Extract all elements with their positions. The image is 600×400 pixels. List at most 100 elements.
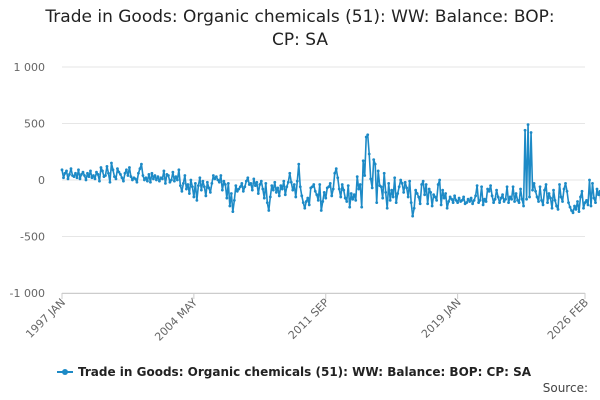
data-point bbox=[532, 181, 536, 185]
data-point bbox=[409, 201, 413, 205]
data-point bbox=[205, 180, 209, 184]
data-point bbox=[333, 171, 337, 175]
data-point bbox=[204, 194, 208, 198]
data-point bbox=[68, 172, 71, 176]
data-point bbox=[492, 201, 495, 205]
x-tick-label: 2004 MAY bbox=[152, 296, 200, 344]
data-point bbox=[508, 195, 512, 199]
gridlines bbox=[62, 66, 585, 294]
data-point bbox=[531, 188, 534, 192]
data-point bbox=[170, 178, 173, 182]
data-point bbox=[189, 178, 193, 182]
data-point bbox=[387, 181, 391, 185]
data-point bbox=[507, 201, 510, 205]
data-point bbox=[219, 174, 223, 177]
data-point bbox=[167, 174, 170, 177]
data-point bbox=[391, 195, 395, 199]
data-point bbox=[285, 185, 289, 189]
data-point bbox=[543, 188, 546, 192]
data-point bbox=[322, 191, 326, 194]
data-point bbox=[540, 198, 543, 202]
data-point bbox=[336, 176, 340, 180]
data-point bbox=[586, 203, 590, 207]
data-point bbox=[562, 187, 566, 191]
data-point bbox=[376, 169, 380, 173]
data-point bbox=[351, 197, 355, 201]
data-point bbox=[192, 195, 196, 199]
data-point bbox=[417, 195, 421, 199]
data-point bbox=[256, 192, 260, 195]
data-point bbox=[441, 188, 445, 192]
data-point bbox=[306, 196, 310, 200]
data-point bbox=[390, 188, 394, 192]
data-point bbox=[367, 152, 371, 156]
data-point bbox=[397, 185, 401, 189]
data-point bbox=[421, 179, 425, 183]
data-point bbox=[355, 175, 359, 179]
data-point bbox=[271, 188, 275, 192]
data-point bbox=[504, 197, 507, 201]
data-point bbox=[286, 180, 290, 184]
data-point bbox=[541, 203, 545, 207]
data-point bbox=[241, 189, 245, 193]
data-point bbox=[288, 171, 292, 175]
data-point bbox=[345, 200, 349, 203]
data-point bbox=[172, 179, 176, 183]
y-tick-label: -500 bbox=[20, 231, 45, 244]
data-point bbox=[561, 200, 564, 203]
data-point bbox=[161, 177, 164, 181]
data-point bbox=[430, 204, 434, 208]
data-point bbox=[337, 187, 341, 191]
data-point bbox=[412, 206, 416, 210]
data-point bbox=[195, 198, 199, 202]
data-point bbox=[517, 201, 521, 205]
data-point bbox=[87, 175, 91, 179]
data-point bbox=[480, 185, 483, 189]
data-point bbox=[550, 206, 554, 210]
data-point bbox=[234, 184, 238, 188]
data-point bbox=[223, 183, 227, 186]
data-point bbox=[460, 198, 464, 202]
data-point bbox=[222, 179, 226, 183]
data-point bbox=[303, 206, 307, 210]
data-point bbox=[252, 177, 256, 181]
data-point bbox=[137, 171, 140, 175]
data-point bbox=[75, 176, 79, 180]
legend[interactable]: Trade in Goods: Organic chemicals (51): … bbox=[57, 365, 531, 379]
data-point bbox=[538, 185, 542, 189]
data-point bbox=[439, 203, 443, 207]
data-point bbox=[140, 162, 143, 166]
chart-title-line-1: Trade in Goods: Organic chemicals (51): … bbox=[45, 7, 555, 27]
data-point bbox=[238, 185, 242, 189]
data-point bbox=[324, 196, 328, 200]
data-point bbox=[516, 198, 519, 202]
data-point bbox=[411, 214, 415, 218]
data-point bbox=[513, 200, 516, 203]
data-point bbox=[289, 180, 293, 184]
data-point bbox=[369, 177, 373, 181]
data-point bbox=[466, 197, 470, 201]
data-point bbox=[116, 167, 119, 171]
data-point bbox=[295, 179, 299, 183]
data-point bbox=[262, 196, 266, 200]
data-point bbox=[552, 188, 555, 192]
data-point bbox=[573, 204, 576, 208]
data-point bbox=[193, 181, 197, 185]
data-point bbox=[279, 184, 283, 188]
data-point bbox=[558, 183, 561, 186]
data-point bbox=[301, 201, 305, 205]
data-point bbox=[246, 176, 250, 180]
data-point bbox=[436, 183, 440, 186]
series-line bbox=[61, 123, 600, 217]
data-point bbox=[84, 178, 88, 182]
data-point bbox=[72, 175, 76, 179]
data-point bbox=[565, 189, 569, 193]
data-point bbox=[580, 189, 584, 193]
data-point bbox=[331, 187, 335, 191]
data-point bbox=[453, 194, 457, 198]
data-point bbox=[579, 195, 582, 199]
data-point bbox=[394, 201, 398, 205]
data-point bbox=[505, 185, 509, 189]
data-point bbox=[582, 206, 585, 210]
data-point bbox=[408, 179, 412, 183]
